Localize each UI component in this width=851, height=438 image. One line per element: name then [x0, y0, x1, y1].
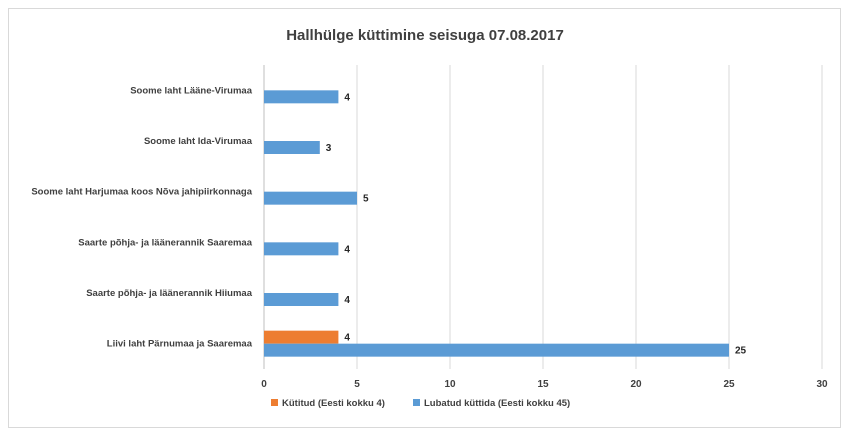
legend-label: Lubatud küttida (Eesti kokku 45) — [424, 398, 570, 409]
bar-lubatud — [264, 242, 339, 256]
x-tick-label: 15 — [537, 379, 549, 390]
data-label: 4 — [344, 333, 350, 344]
bar-lubatud — [264, 141, 320, 154]
bar-lubatud — [264, 343, 729, 357]
bar-kutitud — [264, 330, 339, 344]
bar-lubatud — [264, 90, 339, 104]
legend-swatch — [271, 399, 278, 406]
x-tick-label: 5 — [354, 379, 360, 390]
category-label: Saarte põhja- ja läänerannik Hiiumaa — [86, 288, 252, 299]
category-label: Liivi laht Pärnumaa ja Saaremaa — [107, 339, 253, 350]
chart-frame: Hallhülge küttimine seisuga 07.08.2017 0… — [8, 8, 841, 428]
data-label: 4 — [344, 295, 350, 306]
legend-label: Kütitud (Eesti kokku 4) — [282, 398, 385, 409]
category-label: Soome laht Lääne-Virumaa — [130, 85, 252, 96]
bar-lubatud — [264, 293, 339, 306]
data-label: 3 — [326, 143, 332, 154]
x-tick-label: 0 — [261, 379, 267, 390]
bar-chart: Hallhülge küttimine seisuga 07.08.2017 0… — [31, 27, 828, 409]
x-tick-label: 10 — [444, 379, 456, 390]
category-label: Soome laht Harjumaa koos Nõva jahipiirko… — [31, 187, 252, 198]
chart-title: Hallhülge küttimine seisuga 07.08.2017 — [286, 27, 564, 44]
data-label: 4 — [344, 92, 350, 103]
data-label: 5 — [363, 194, 369, 205]
data-label: 4 — [344, 244, 350, 255]
x-tick-label: 20 — [630, 379, 642, 390]
bar-lubatud — [264, 191, 357, 205]
x-tick-label: 30 — [816, 379, 828, 390]
data-label: 25 — [735, 346, 747, 357]
category-label: Saarte põhja- ja läänerannik Saaremaa — [78, 237, 252, 248]
category-label: Soome laht Ida-Virumaa — [144, 136, 253, 147]
x-tick-label: 25 — [723, 379, 735, 390]
legend-swatch — [413, 399, 420, 406]
